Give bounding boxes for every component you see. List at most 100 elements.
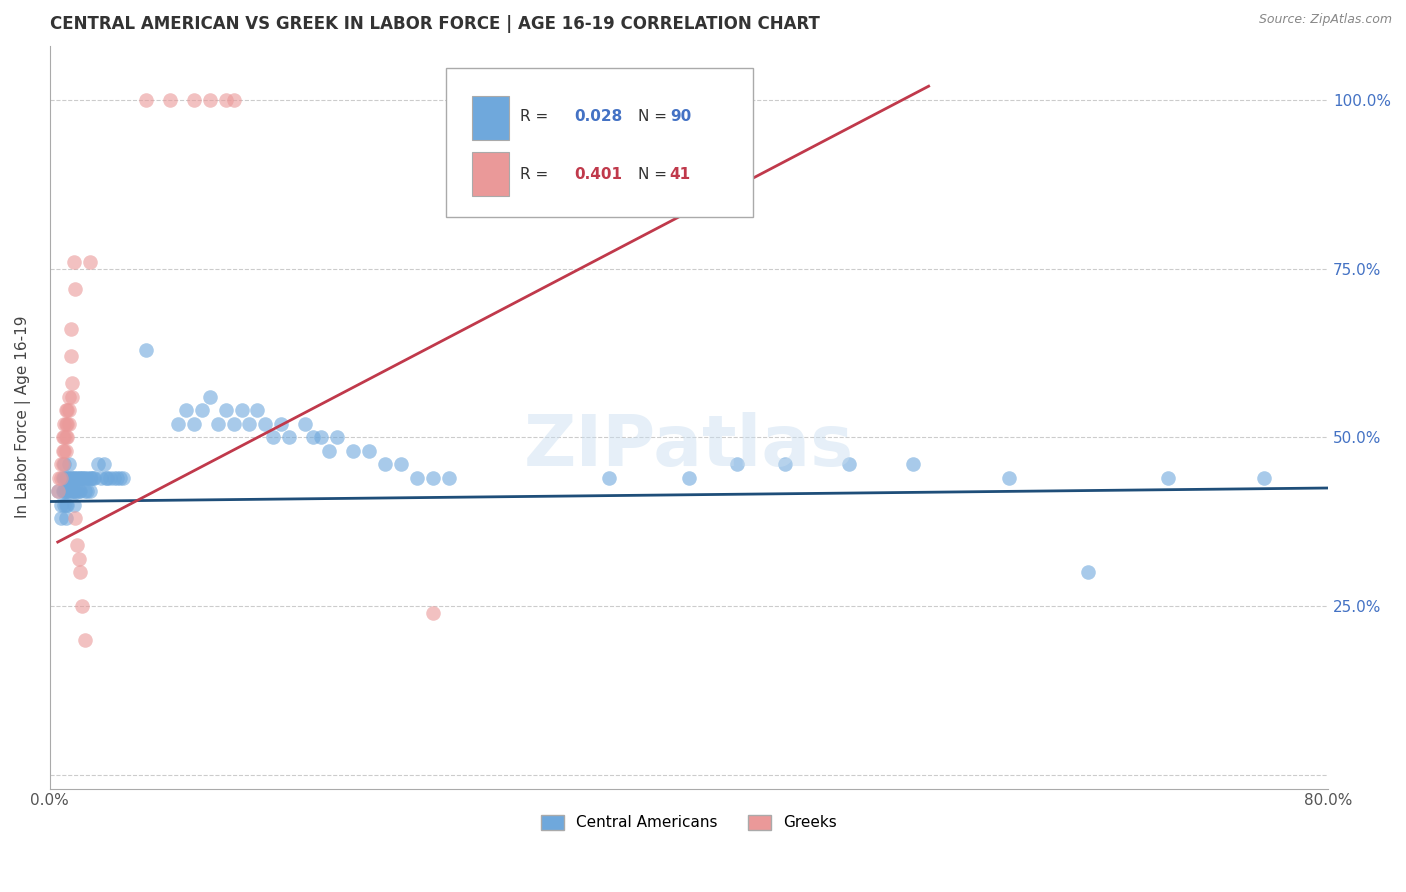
Point [59, 471, 82, 485]
Point [62, 484, 84, 499]
Point [53, 443, 76, 458]
Point [56, 484, 79, 499]
Point [183, 93, 205, 107]
Point [67, 552, 90, 566]
Point [73, 484, 96, 499]
Point [56, 430, 79, 444]
Point [678, 471, 700, 485]
Point [62, 254, 84, 268]
Point [51, 471, 73, 485]
Point [103, 471, 125, 485]
Point [270, 417, 292, 431]
Point [65, 484, 87, 499]
Point [406, 471, 429, 485]
Point [66, 471, 89, 485]
Y-axis label: In Labor Force | Age 16-19: In Labor Force | Age 16-19 [15, 316, 31, 518]
Text: 41: 41 [669, 167, 690, 182]
Point [359, 443, 381, 458]
Text: 0.028: 0.028 [574, 109, 621, 124]
FancyBboxPatch shape [446, 68, 752, 217]
Text: CENTRAL AMERICAN VS GREEK IN LABOR FORCE | AGE 16-19 CORRELATION CHART: CENTRAL AMERICAN VS GREEK IN LABOR FORCE… [49, 15, 820, 33]
Point [222, 417, 245, 431]
Point [55, 430, 77, 444]
FancyBboxPatch shape [471, 152, 509, 195]
Text: N =: N = [638, 167, 666, 182]
Point [56, 417, 79, 431]
Point [214, 93, 236, 107]
Point [278, 430, 301, 444]
Point [49, 498, 72, 512]
Point [55, 511, 77, 525]
Point [55, 417, 77, 431]
Text: Source: ZipAtlas.com: Source: ZipAtlas.com [1258, 13, 1392, 27]
Point [207, 417, 229, 431]
Point [58, 471, 80, 485]
Point [214, 403, 236, 417]
Point [254, 417, 277, 431]
Point [222, 93, 245, 107]
Point [82, 471, 104, 485]
Point [59, 484, 82, 499]
Point [58, 390, 80, 404]
Point [59, 349, 82, 363]
Point [55, 403, 77, 417]
Point [65, 511, 87, 525]
Point [326, 430, 349, 444]
Point [76, 471, 98, 485]
Point [58, 484, 80, 499]
Text: R =: R = [520, 109, 554, 124]
Point [59, 322, 82, 336]
Point [67, 471, 90, 485]
Point [51, 430, 73, 444]
Point [135, 93, 157, 107]
Point [108, 471, 131, 485]
Point [69, 566, 91, 580]
Point [246, 403, 269, 417]
Point [725, 458, 748, 472]
Point [66, 484, 89, 499]
Point [342, 443, 364, 458]
Point [79, 471, 101, 485]
Point [53, 417, 76, 431]
Point [83, 471, 105, 485]
Point [60, 484, 83, 499]
Point [70, 599, 93, 614]
Point [159, 93, 181, 107]
Point [166, 417, 188, 431]
Point [1253, 471, 1275, 485]
Point [48, 471, 70, 485]
Text: ZIPatlas: ZIPatlas [524, 412, 853, 482]
Point [100, 471, 122, 485]
Point [49, 471, 72, 485]
Text: 0.401: 0.401 [574, 167, 621, 182]
Point [60, 471, 83, 485]
Point [55, 498, 77, 512]
Point [51, 443, 73, 458]
Point [72, 471, 94, 485]
Point [318, 443, 340, 458]
Legend: Central Americans, Greeks: Central Americans, Greeks [534, 808, 844, 837]
Point [90, 471, 112, 485]
Point [105, 471, 128, 485]
Point [374, 458, 396, 472]
Point [263, 430, 285, 444]
Point [58, 417, 80, 431]
Point [67, 484, 90, 499]
Point [51, 484, 73, 499]
Point [422, 606, 444, 620]
Point [69, 471, 91, 485]
Point [76, 484, 98, 499]
Point [238, 417, 260, 431]
Point [997, 471, 1019, 485]
Point [79, 254, 101, 268]
Point [53, 498, 76, 512]
Point [60, 390, 83, 404]
Point [46, 484, 69, 499]
Point [439, 471, 461, 485]
Point [294, 417, 316, 431]
Point [62, 498, 84, 512]
Point [838, 458, 860, 472]
Point [96, 471, 118, 485]
Point [56, 471, 79, 485]
Point [198, 390, 221, 404]
